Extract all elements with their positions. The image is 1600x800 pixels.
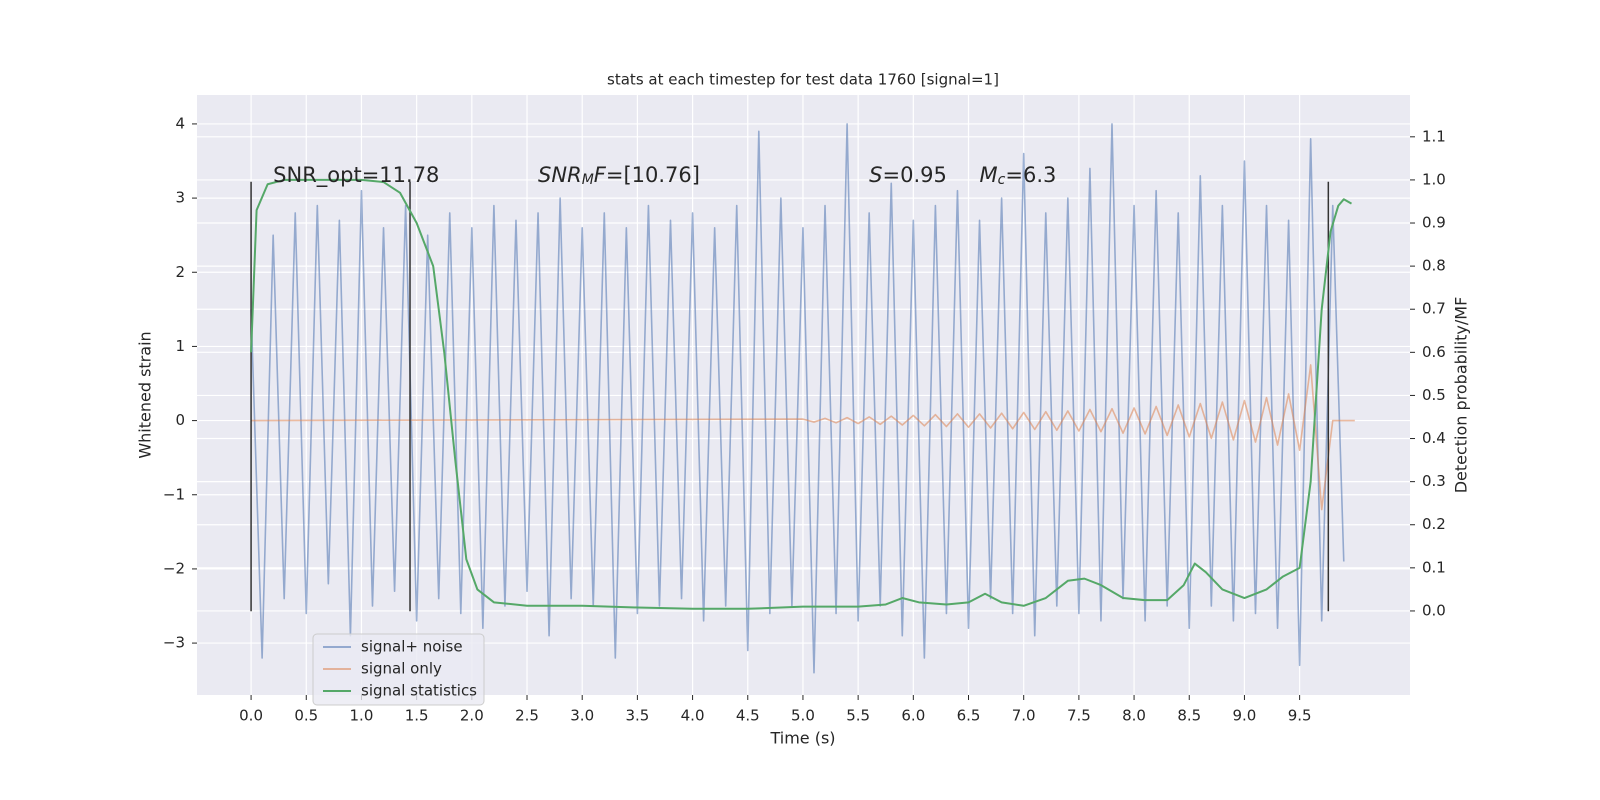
y-tick-label: 4	[175, 114, 185, 132]
x-tick-label: 4.5	[736, 707, 760, 725]
y2-tick-label: 0.1	[1422, 558, 1446, 576]
x-tick-label: 0.5	[294, 707, 318, 725]
y-tick-label: 3	[175, 189, 185, 207]
legend-box	[312, 633, 485, 706]
x-tick-label: 3.5	[625, 707, 649, 725]
y2-tick-label: 0.5	[1422, 386, 1446, 404]
annotation-part: c	[998, 172, 1006, 188]
y2-tick-label: 0.2	[1422, 515, 1446, 533]
y2-axis-label: Detection probability/MF	[1452, 297, 1471, 494]
legend-label: signal only	[361, 660, 442, 678]
y-tick-label: −2	[163, 559, 185, 577]
y-tick-label: 0	[175, 411, 185, 429]
annotation-part: M	[582, 172, 594, 188]
annotation-part: SNR_opt=11.78	[273, 163, 439, 188]
x-tick-label: 6.0	[901, 707, 925, 725]
annotation-part: F	[594, 163, 607, 187]
x-tick-label: 9.0	[1233, 707, 1257, 725]
annotation: SNRMF=[10.76]	[538, 163, 700, 188]
y2-tick-label: 0.7	[1422, 300, 1446, 318]
annotation-part: =[10.76]	[606, 163, 700, 187]
series-line	[251, 364, 1355, 511]
y2-tick-label: 1.1	[1422, 127, 1446, 145]
y2-tick-label: 0.0	[1422, 601, 1446, 619]
x-tick-label: 2.5	[515, 707, 539, 725]
chart-title: stats at each timestep for test data 176…	[607, 71, 999, 89]
x-tick-label: 9.5	[1288, 707, 1312, 725]
y-axis-label: Whitened strain	[136, 331, 155, 458]
annotation-part: M	[980, 163, 998, 187]
y-tick-label: 1	[175, 337, 185, 355]
legend-label: signal+ noise	[361, 638, 463, 656]
y-tick-label: −3	[163, 634, 185, 652]
y-tick-label: −1	[163, 485, 185, 503]
y2-tick-label: 1.0	[1422, 170, 1446, 188]
x-tick-label: 7.0	[1012, 707, 1036, 725]
annotation-part: =6.3	[1005, 163, 1056, 187]
annotation-part: SNR	[538, 163, 582, 187]
x-tick-label: 5.0	[791, 707, 815, 725]
y2-tick-label: 0.9	[1422, 214, 1446, 232]
x-tick-label: 5.5	[846, 707, 870, 725]
x-tick-label: 8.5	[1177, 707, 1201, 725]
series-line	[250, 178, 1352, 610]
y2-tick-label: 0.8	[1422, 257, 1446, 275]
annotation-part: =0.95	[883, 163, 947, 187]
x-tick-label: 4.0	[681, 707, 705, 725]
annotation: SNR_opt=11.78	[273, 163, 439, 188]
x-tick-label: 1.5	[405, 707, 429, 725]
legend-label: signal statistics	[361, 682, 477, 700]
series-line	[250, 123, 1345, 674]
x-tick-label: 7.5	[1067, 707, 1091, 725]
y2-tick-label: 0.6	[1422, 343, 1446, 361]
x-tick-label: 0.0	[239, 707, 263, 725]
x-tick-label: 1.0	[350, 707, 374, 725]
x-tick-label: 6.5	[957, 707, 981, 725]
x-axis-label: Time (s)	[769, 729, 835, 748]
y-tick-label: 2	[175, 263, 185, 281]
x-tick-label: 3.0	[570, 707, 594, 725]
annotation-part: S	[869, 163, 882, 187]
y2-tick-label: 0.3	[1422, 472, 1446, 490]
x-tick-label: 8.0	[1122, 707, 1146, 725]
y2-tick-label: 0.4	[1422, 429, 1446, 447]
annotation: S=0.95	[869, 163, 947, 187]
x-tick-label: 2.0	[460, 707, 484, 725]
annotation: Mc=6.3	[980, 163, 1057, 188]
